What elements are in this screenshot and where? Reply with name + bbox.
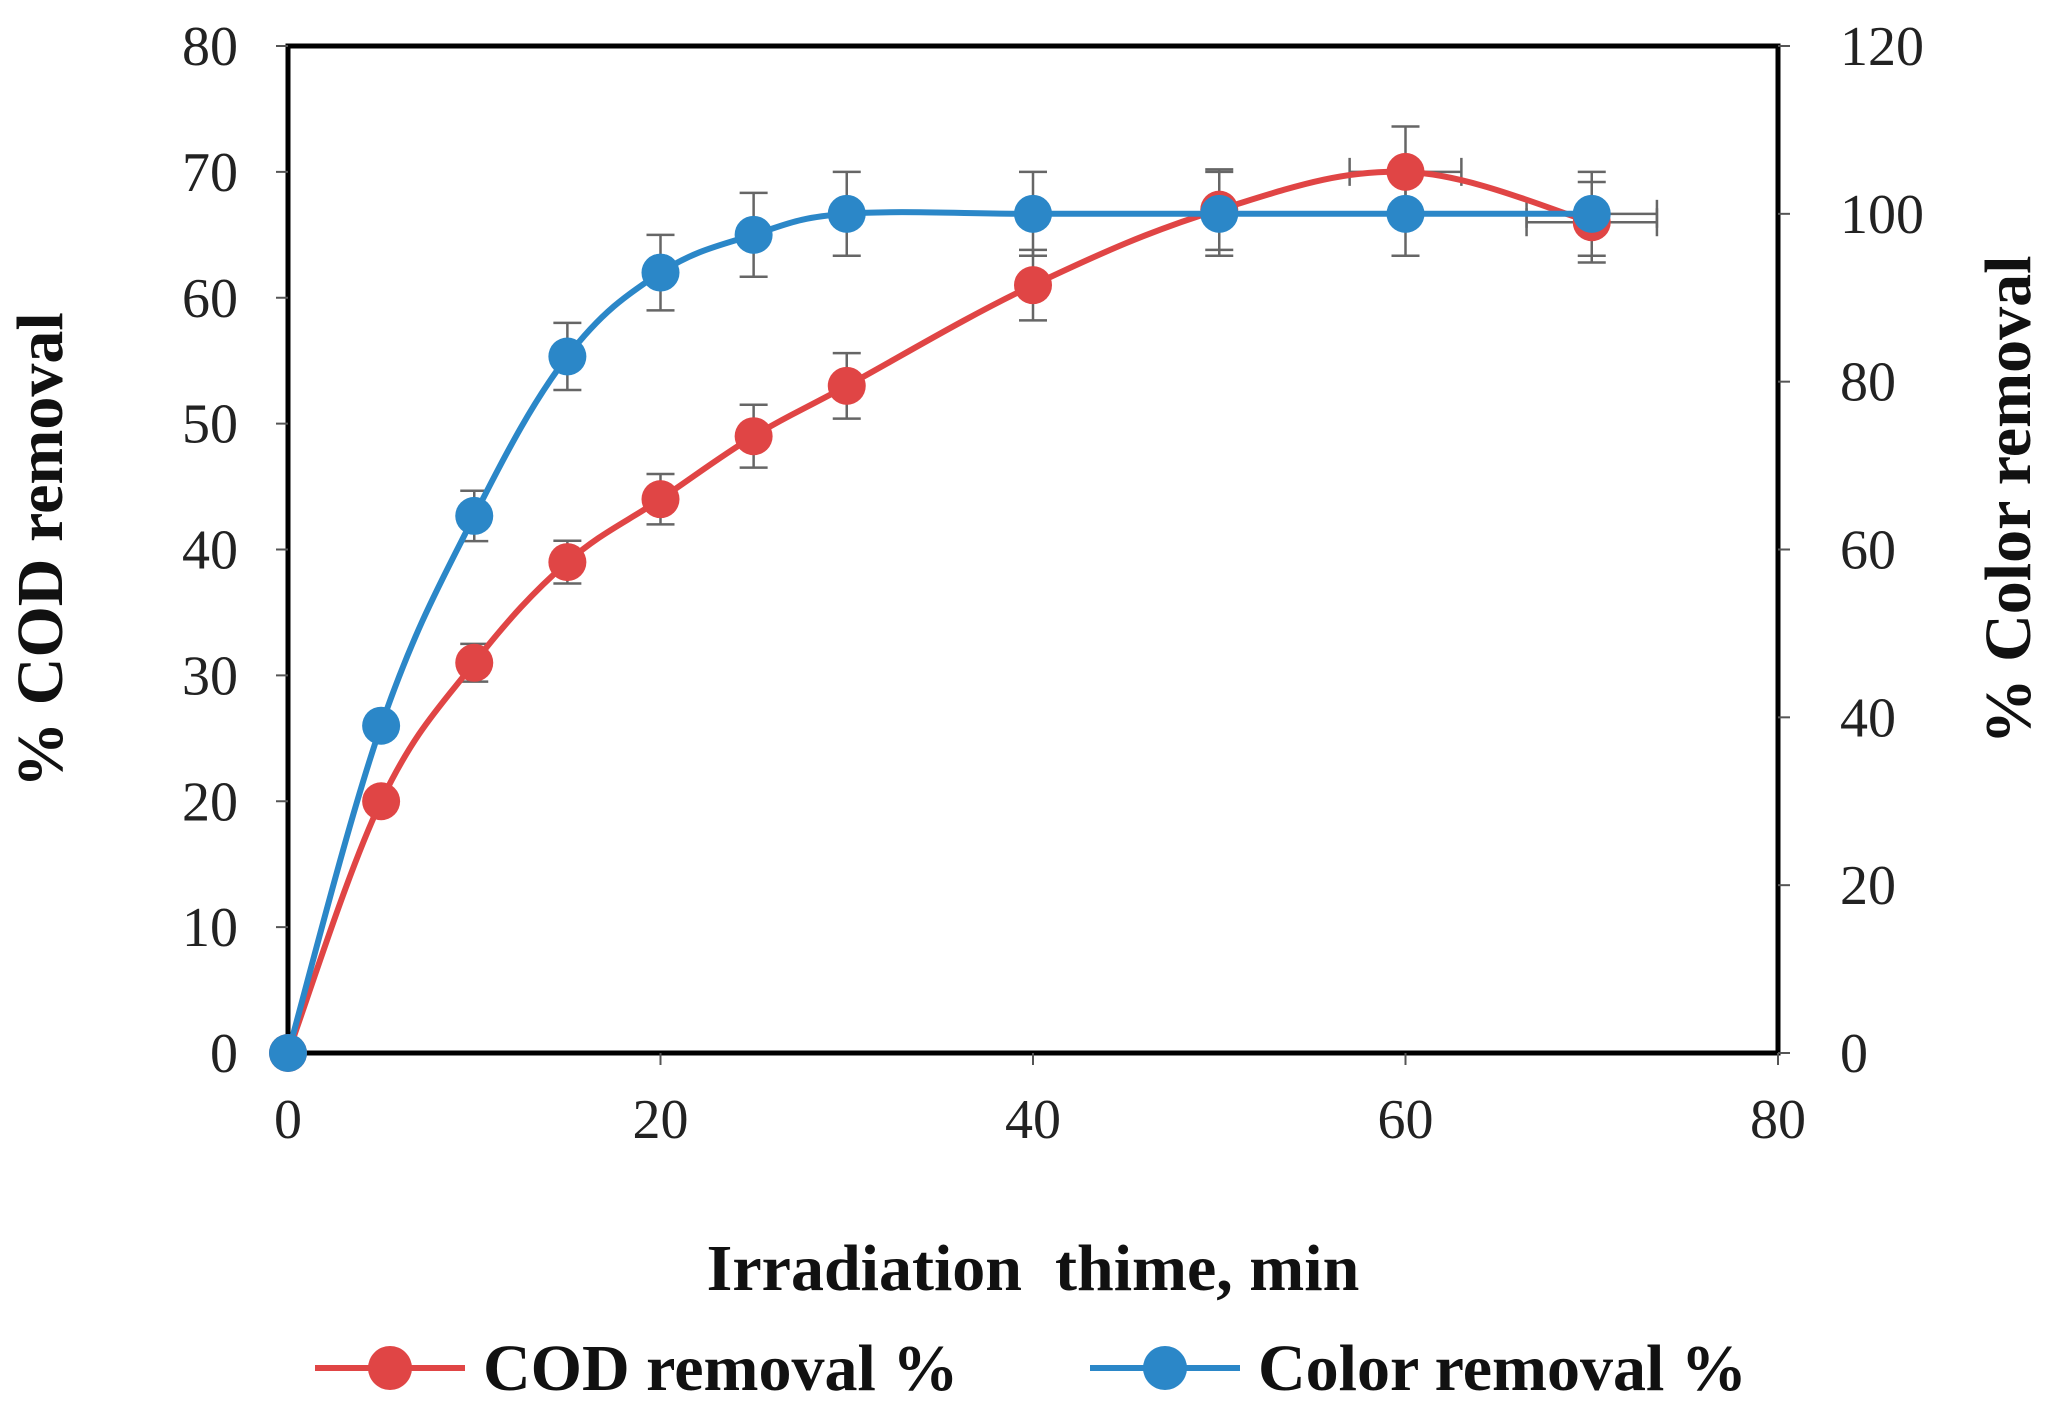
y-tick-label: 70 — [182, 142, 238, 204]
y2-tick-label: 120 — [1840, 16, 1924, 78]
data-point-1-6 — [827, 194, 866, 233]
data-point-0-5 — [734, 417, 773, 456]
data-point-0-6 — [827, 366, 866, 405]
x-tick-label: 40 — [1005, 1089, 1061, 1151]
data-point-0-7 — [1014, 266, 1052, 305]
data-point-1-10 — [1572, 194, 1611, 233]
y-axis-title: % COD removal — [4, 312, 77, 787]
data-point-1-2 — [455, 496, 494, 535]
y2-tick-label: 20 — [1840, 855, 1896, 917]
x-axis: 0 20 40 60 80 — [274, 1053, 1806, 1151]
error-bars — [460, 125, 1659, 683]
y-tick-label: 60 — [182, 268, 238, 330]
left-axis: 0 10 20 30 40 50 60 70 80 — [182, 16, 288, 1085]
right-axis: 0 20 40 60 80 100 120 — [1778, 16, 1924, 1085]
series-lines — [285, 168, 1593, 1055]
y2-tick-label: 60 — [1840, 520, 1896, 582]
data-point-1-1 — [362, 706, 401, 745]
data-point-1-3 — [548, 337, 587, 376]
data-point-0-9 — [1386, 152, 1425, 191]
y2-tick-label: 100 — [1840, 184, 1924, 246]
y-tick-label: 20 — [182, 771, 238, 833]
y-tick-label: 50 — [182, 394, 238, 456]
legend: COD removal % Color removal % — [315, 1332, 1747, 1405]
data-point-0-4 — [641, 480, 680, 519]
legend-label-cod: COD removal % — [483, 1332, 958, 1405]
data-point-1-8 — [1200, 194, 1239, 233]
series-line-1 — [285, 209, 1592, 1054]
data-point-0-3 — [548, 543, 587, 582]
data-point-0-1 — [362, 782, 401, 821]
legend-marker-cod — [368, 1346, 412, 1390]
series-line-0 — [285, 168, 1593, 1055]
x-tick-label: 60 — [1378, 1089, 1434, 1151]
x-tick-label: 80 — [1750, 1089, 1806, 1151]
x-tick-label: 20 — [633, 1089, 689, 1151]
x-axis-title: Irradiation thime, min — [707, 1232, 1360, 1305]
y2-axis-title: % Color removal — [1972, 256, 2045, 745]
x-tick-label: 0 — [274, 1089, 302, 1151]
series-markers — [269, 152, 1611, 1072]
y-tick-label: 40 — [182, 520, 238, 582]
data-point-1-9 — [1386, 194, 1425, 233]
y2-tick-label: 80 — [1840, 352, 1896, 414]
legend-marker-color — [1143, 1346, 1187, 1390]
y-tick-label: 0 — [210, 1023, 238, 1085]
data-point-1-0 — [269, 1034, 307, 1072]
y2-tick-label: 0 — [1840, 1023, 1868, 1085]
y-tick-label: 80 — [182, 16, 238, 78]
y2-tick-label: 40 — [1840, 687, 1896, 749]
y-tick-label: 30 — [182, 645, 238, 707]
legend-label-color: Color removal % — [1258, 1332, 1747, 1405]
data-point-1-5 — [734, 215, 773, 254]
data-point-0-2 — [455, 643, 494, 682]
data-point-1-4 — [641, 253, 680, 292]
y-tick-label: 10 — [182, 897, 238, 959]
data-point-1-7 — [1014, 194, 1052, 233]
